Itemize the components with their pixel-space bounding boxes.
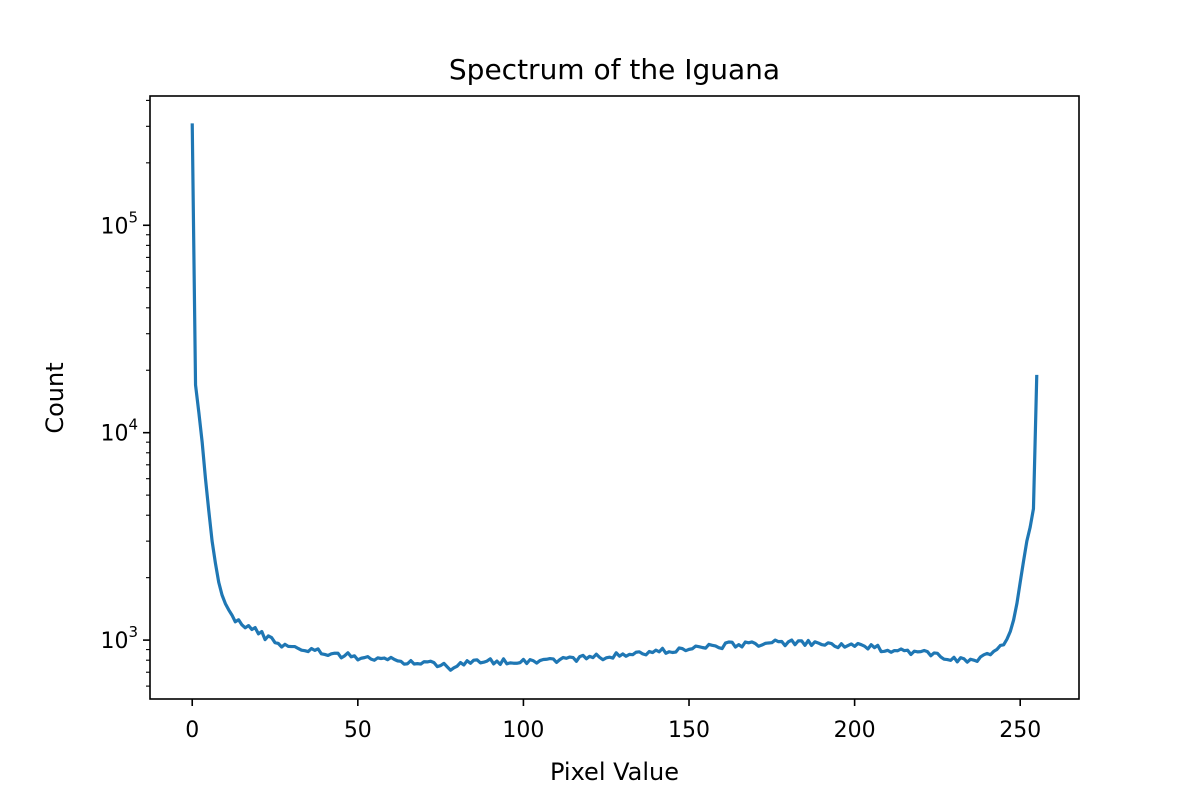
chart-title: Spectrum of the Iguana: [449, 53, 780, 86]
x-tick-label: 50: [344, 718, 372, 743]
x-axis: 0 50 100 150 200 250: [185, 699, 1041, 743]
x-tick-label: 0: [185, 718, 199, 743]
y-tick-label: 104: [100, 416, 138, 447]
y-tick-label: 105: [100, 208, 138, 239]
spectrum-line: [190, 123, 1039, 672]
y-axis-label: Count: [41, 362, 69, 433]
y-tick-label-exponent: 5: [128, 208, 138, 226]
x-axis-label: Pixel Value: [550, 758, 679, 786]
y-tick-label-exponent: 4: [128, 416, 138, 434]
x-tick-label: 150: [668, 718, 710, 743]
x-tick-label: 200: [834, 718, 876, 743]
y-tick-label-exponent: 3: [128, 623, 138, 641]
plot-frame: [149, 95, 1080, 700]
x-tick-label: 100: [502, 718, 544, 743]
y-tick-label-base: 10: [100, 629, 128, 654]
y-tick-label: 103: [100, 623, 138, 654]
y-tick-label-base: 10: [100, 214, 128, 239]
plot-area: [190, 123, 1039, 672]
y-tick-label-base: 10: [100, 422, 128, 447]
x-tick-label: 250: [999, 718, 1041, 743]
